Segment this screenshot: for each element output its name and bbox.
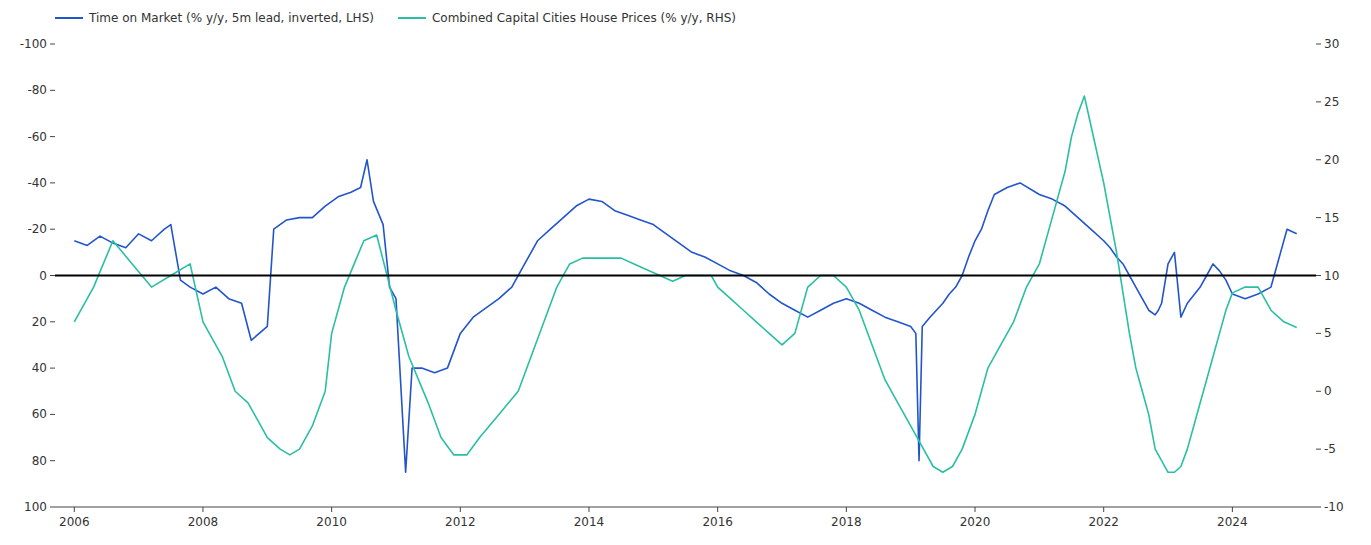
y2-tick-label: 0 xyxy=(1324,384,1332,398)
x-tick xyxy=(717,507,718,512)
y-axis: 100 80 60 40 20 0 -20 -40 -60 -80 -100 xyxy=(20,37,55,514)
y2-tick xyxy=(1316,44,1321,45)
background xyxy=(0,0,1371,545)
y2-tick-label: 15 xyxy=(1324,211,1339,225)
x-axis: 2006 2008 2010 2012 2014 2016 2018 2020 2022 2024 xyxy=(55,507,1316,529)
y-tick xyxy=(50,229,55,230)
y2-tick xyxy=(1316,391,1321,392)
y-tick-label: 40 xyxy=(32,361,47,375)
legend-swatch xyxy=(55,17,83,19)
x-tick-label: 2012 xyxy=(445,515,476,529)
y2-tick xyxy=(1316,159,1321,160)
y2-tick xyxy=(1316,333,1321,334)
y2-tick xyxy=(1316,101,1321,102)
x-tick xyxy=(975,507,976,512)
x-tick-label: 2024 xyxy=(1217,515,1248,529)
y-tick-label: -100 xyxy=(20,37,47,51)
x-tick xyxy=(74,507,75,512)
y-tick-label: -20 xyxy=(27,222,47,236)
y2-axis: -10 -5 0 5 10 15 20 25 30 xyxy=(1316,37,1344,514)
y2-tick xyxy=(1316,217,1321,218)
y-tick-label: 80 xyxy=(32,454,47,468)
x-tick xyxy=(1103,507,1104,512)
x-tick-label: 2016 xyxy=(702,515,733,529)
y-tick xyxy=(50,44,55,45)
y-tick xyxy=(50,182,55,183)
y-tick-label: -60 xyxy=(27,130,47,144)
series-line xyxy=(74,160,1296,473)
plot-area xyxy=(55,96,1316,472)
y-tick xyxy=(50,136,55,137)
x-tick-label: 2018 xyxy=(831,515,862,529)
x-tick xyxy=(460,507,461,512)
legend-swatch xyxy=(398,17,426,19)
y2-tick-label: -10 xyxy=(1324,500,1344,514)
legend-label: Time on Market (% y/y, 5m lead, inverted… xyxy=(88,11,374,25)
y-tick-label: 100 xyxy=(24,500,47,514)
y-tick xyxy=(50,460,55,461)
y-tick xyxy=(50,90,55,91)
y2-tick-label: 25 xyxy=(1324,95,1339,109)
x-tick-label: 2014 xyxy=(574,515,605,529)
y2-tick-label: 30 xyxy=(1324,37,1339,51)
y-tick-label: -80 xyxy=(27,83,47,97)
zero-line xyxy=(55,275,1316,277)
series-line xyxy=(74,96,1296,472)
x-tick-label: 2020 xyxy=(960,515,991,529)
x-tick-label: 2008 xyxy=(188,515,219,529)
x-tick xyxy=(1232,507,1233,512)
y2-tick xyxy=(1316,449,1321,450)
x-tick-label: 2006 xyxy=(59,515,90,529)
x-tick xyxy=(846,507,847,512)
y-tick xyxy=(50,275,55,276)
y2-tick-label: 10 xyxy=(1324,269,1339,283)
y-tick xyxy=(50,321,55,322)
y-tick-label: 20 xyxy=(32,315,47,329)
x-tick xyxy=(331,507,332,512)
y-tick xyxy=(50,414,55,415)
y2-tick-label: -5 xyxy=(1324,442,1336,456)
y2-tick xyxy=(1316,507,1321,508)
x-tick xyxy=(588,507,589,512)
x-tick-label: 2022 xyxy=(1088,515,1119,529)
y-tick-label: -40 xyxy=(27,176,47,190)
y2-tick-label: 20 xyxy=(1324,153,1339,167)
chart: 2006200820102012201420162018202020222024… xyxy=(0,0,1371,545)
y-tick xyxy=(50,507,55,508)
y-tick-label: 0 xyxy=(39,269,47,283)
x-tick xyxy=(202,507,203,512)
x-tick-label: 2010 xyxy=(316,515,347,529)
y2-tick-label: 5 xyxy=(1324,326,1332,340)
legend-label: Combined Capital Cities House Prices (% … xyxy=(432,11,736,25)
x-axis-line xyxy=(55,507,1316,508)
y-tick-label: 60 xyxy=(32,407,47,421)
y2-tick xyxy=(1316,275,1321,276)
legend: Time on Market (% y/y, 5m lead, inverted… xyxy=(55,11,736,25)
y-tick xyxy=(50,368,55,369)
